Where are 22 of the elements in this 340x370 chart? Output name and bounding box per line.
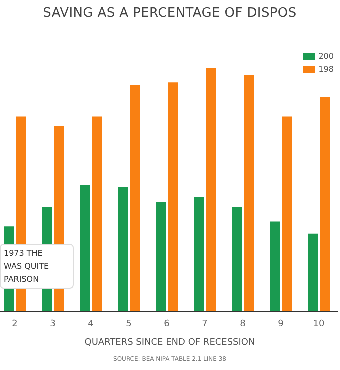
x-tick-label: 2 xyxy=(12,319,18,330)
bar xyxy=(156,202,166,312)
bar xyxy=(282,116,292,312)
bar xyxy=(92,116,102,312)
bar xyxy=(206,68,216,312)
bar xyxy=(194,197,204,312)
bar xyxy=(118,188,128,312)
bar xyxy=(308,234,318,312)
x-tick-label: 4 xyxy=(88,319,94,330)
bar xyxy=(320,97,330,312)
bar xyxy=(130,85,140,312)
callout-box: 1973 THE WAS QUITE PARISON xyxy=(0,244,74,289)
x-axis-title: QUARTERS SINCE END OF RECESSION xyxy=(84,338,256,348)
chart-title: SAVING AS A PERCENTAGE OF DISPOS xyxy=(42,6,298,21)
bar xyxy=(168,82,178,312)
bar xyxy=(80,185,90,312)
legend-label: 200 xyxy=(318,52,334,61)
bar xyxy=(270,222,280,312)
legend-label: 198 xyxy=(318,65,334,74)
x-tick-label: 7 xyxy=(202,319,208,330)
bar xyxy=(232,207,242,312)
bar xyxy=(244,75,254,312)
